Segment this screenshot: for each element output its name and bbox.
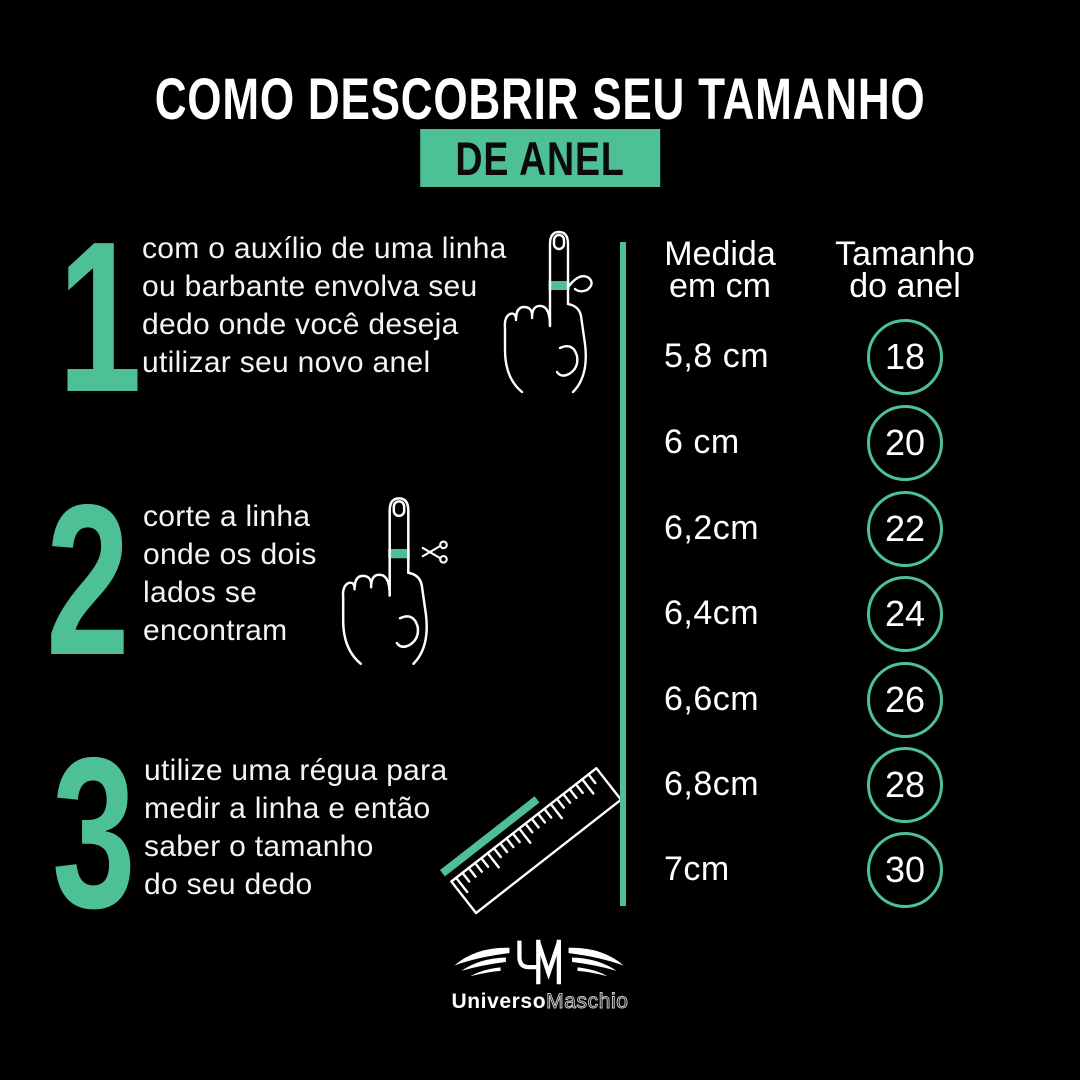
brand-monogram-icon (517, 939, 561, 985)
size-table-row: 5,8 cm 18 (638, 318, 968, 395)
ring-size-badge: 24 (867, 576, 943, 652)
step-2-line-3: lados se (143, 576, 258, 609)
measure-value: 6,8cm (664, 764, 760, 803)
step-3-line-4: do seu dedo (144, 868, 313, 901)
measure-value: 6,4cm (664, 593, 760, 632)
measure-value: 6,6cm (664, 679, 760, 718)
size-table-row: 6,2cm 22 (638, 490, 968, 567)
vertical-divider (620, 242, 626, 906)
step-2-number: 2 (46, 459, 130, 700)
step-1-line-3: dedo onde você deseja (142, 308, 459, 341)
size-table-row: 6,8cm 28 (638, 746, 968, 823)
wing-right-icon (568, 947, 624, 977)
scissors-icon (421, 540, 448, 564)
step-3-description: utilize uma régua para medir a linha e e… (144, 752, 447, 904)
step-3-line-1: utilize uma régua para (144, 754, 448, 787)
measuring-string (437, 796, 540, 879)
page-title: COMO DESCOBRIR SEU TAMANHO (0, 66, 1080, 133)
size-header-line-1: Tamanho (835, 235, 975, 273)
measure-header-line-1: Medida (664, 235, 776, 273)
string-band (548, 281, 570, 290)
ruler-icon (437, 767, 623, 915)
ring-size-badge: 26 (867, 662, 943, 738)
step-1-line-4: utilizar seu novo anel (142, 346, 431, 379)
size-table-row: 6 cm 20 (638, 404, 968, 481)
size-header-line-2: do anel (849, 267, 961, 305)
brand-name: UniversoMaschio (0, 990, 1080, 1014)
step-1-line-2: ou barbante envolva seu (142, 270, 478, 303)
step-1-number: 1 (58, 196, 142, 437)
step-1-line-1: com o auxílio de uma linha (142, 232, 507, 265)
string-loop (567, 275, 593, 293)
hand-with-string-icon (503, 230, 593, 394)
wing-left-icon (454, 947, 510, 977)
ring-size-badge: 18 (867, 319, 943, 395)
brand-name-bold: Universo (451, 990, 547, 1013)
step-1-description: com o auxílio de uma linha ou barbante e… (142, 230, 507, 382)
measure-value: 7cm (664, 849, 730, 888)
step-2-line-2: onde os dois (143, 538, 317, 571)
hand-with-scissors-icon (341, 497, 448, 665)
ring-size-badge: 20 (867, 405, 943, 481)
size-table-row: 6,4cm 24 (638, 575, 968, 652)
measure-value: 6,2cm (664, 508, 760, 547)
step-3-number: 3 (52, 712, 136, 953)
string-band (388, 548, 410, 559)
subtitle-badge-label: DE ANEL (455, 131, 625, 185)
step-3-line-3: saber o tamanho (144, 830, 374, 863)
size-table-row: 7cm 30 (638, 831, 968, 908)
step-2-description: corte a linha onde os dois lados se enco… (143, 498, 317, 650)
page-title-text: COMO DESCOBRIR SEU TAMANHO (154, 67, 926, 132)
step-3-line-2: medir a linha e então (144, 792, 431, 825)
measure-header-line-2: em cm (669, 267, 771, 305)
ring-size-badge: 28 (867, 747, 943, 823)
measure-column-header: Medida em cm (638, 235, 802, 305)
ring-size-badge: 22 (867, 491, 943, 567)
measure-value: 6 cm (664, 422, 740, 461)
subtitle-badge: DE ANEL (420, 129, 660, 187)
step-2-line-4: encontram (143, 614, 288, 647)
ring-size-badge: 30 (867, 832, 943, 908)
size-table-row: 6,6cm 26 (638, 661, 968, 738)
measure-value: 5,8 cm (664, 336, 770, 375)
brand-name-light: Maschio (546, 990, 629, 1014)
step-2-line-1: corte a linha (143, 500, 311, 533)
size-column-header: Tamanho do anel (823, 235, 987, 305)
